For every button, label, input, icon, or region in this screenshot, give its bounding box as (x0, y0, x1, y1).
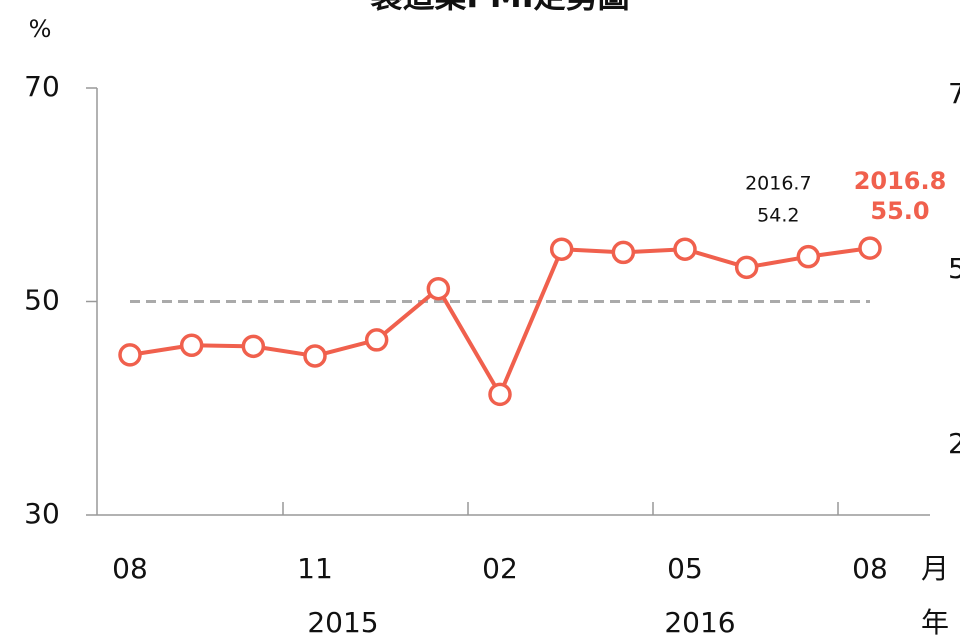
y-tick-label: 30 (24, 497, 60, 530)
series-line (129, 246, 871, 397)
x-tick-label: 08 (852, 552, 888, 585)
y-tick-label: 50 (24, 284, 60, 317)
y2-tick-label: 25 (948, 427, 960, 460)
y2-tick-label: 75 (948, 77, 960, 110)
x-tick-label: 02 (482, 552, 518, 585)
data-point (549, 237, 574, 261)
x-group-label: 2016 (664, 606, 735, 638)
data-point (858, 236, 882, 260)
x-unit: 月 (921, 552, 949, 585)
data-point (364, 328, 389, 352)
y-tick-label: 70 (24, 70, 60, 103)
data-point (303, 344, 327, 368)
data-point (488, 382, 512, 407)
data-point (179, 333, 204, 358)
data-point (734, 255, 759, 280)
x-group-label: 2015 (307, 606, 378, 638)
point-label: 2016.7 (745, 173, 811, 195)
x-tick-label: 08 (112, 552, 148, 585)
y-unit: % (29, 15, 52, 43)
data-point (426, 276, 451, 301)
y2-tick-label: 50 (948, 252, 960, 285)
x-tick-label: 11 (297, 552, 333, 585)
data-point (241, 334, 266, 359)
data-point (118, 343, 142, 367)
data-point (673, 237, 697, 261)
data-point (611, 240, 636, 265)
data-point (796, 244, 821, 269)
value-label: 54.2 (757, 205, 799, 227)
value-label: 55.0 (870, 197, 929, 225)
x-tick-label: 05 (667, 552, 703, 585)
chart-title: 製造業PMI走勢圖 (370, 0, 629, 15)
point-label: 2016.8 (854, 167, 947, 195)
x-group-unit: 年 (921, 606, 949, 638)
